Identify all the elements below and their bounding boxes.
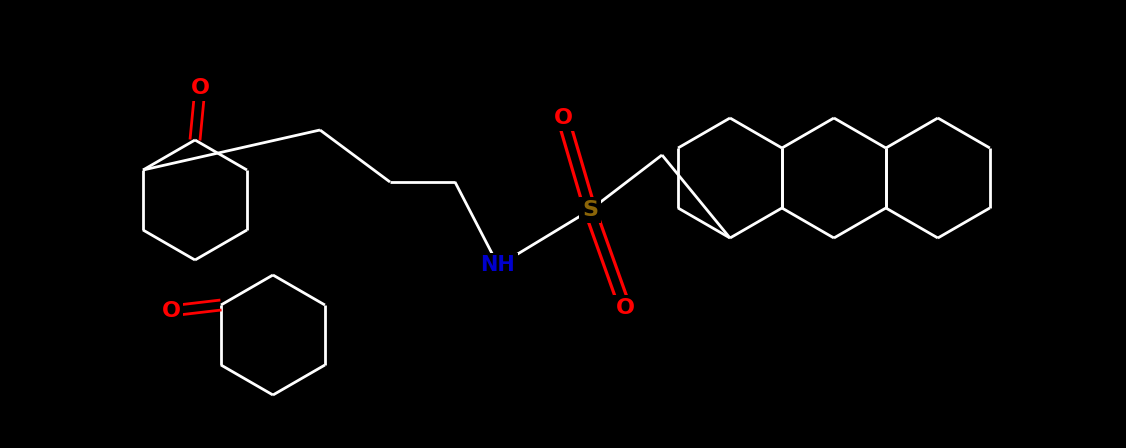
Text: O: O (554, 108, 572, 128)
Text: O: O (616, 298, 634, 318)
Text: NH: NH (481, 255, 516, 275)
Text: O: O (190, 78, 209, 98)
Text: S: S (582, 200, 598, 220)
Text: O: O (162, 301, 181, 321)
